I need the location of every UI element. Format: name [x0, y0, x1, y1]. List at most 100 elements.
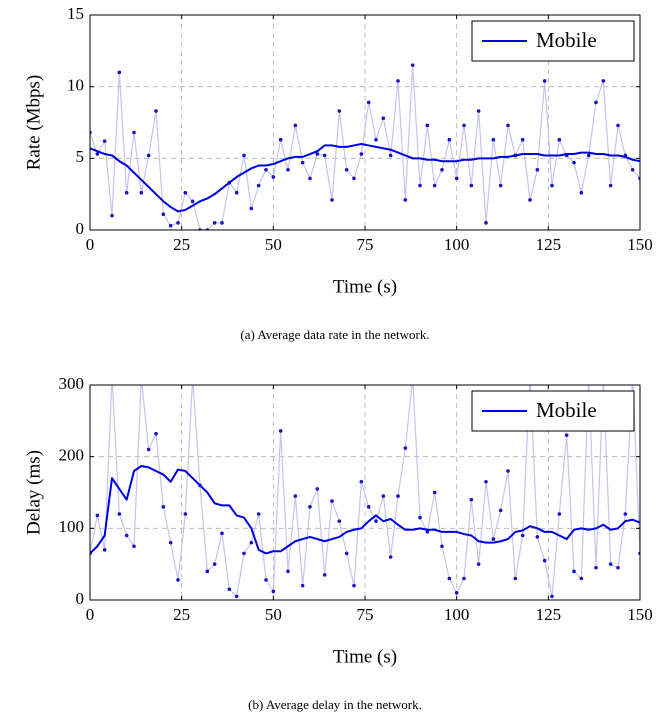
data-point — [102, 548, 107, 552]
data-point — [623, 512, 628, 516]
data-point — [293, 494, 298, 498]
data-point — [308, 505, 312, 509]
data-point — [630, 168, 635, 172]
x-tick-label: 0 — [86, 605, 95, 624]
data-point — [602, 376, 606, 380]
data-point — [366, 505, 371, 509]
data-point — [616, 123, 620, 128]
data-point — [425, 530, 430, 534]
series-line — [90, 385, 640, 598]
data-point — [418, 515, 422, 520]
y-tick-label: 300 — [59, 374, 85, 393]
data-point — [286, 168, 290, 172]
data-point — [344, 551, 349, 556]
data-point — [454, 176, 459, 181]
data-point — [183, 190, 188, 195]
data-point — [271, 175, 276, 179]
data-point — [418, 183, 422, 188]
data-point — [432, 183, 437, 188]
y-tick-label: 100 — [59, 517, 85, 536]
data-point — [410, 63, 415, 67]
x-tick-label: 100 — [444, 605, 470, 624]
data-point — [425, 123, 430, 128]
data-point — [286, 569, 290, 574]
data-point — [631, 376, 635, 380]
data-point — [117, 512, 122, 516]
data-point — [396, 79, 400, 83]
x-tick-label: 125 — [536, 605, 562, 624]
data-point — [227, 587, 232, 592]
chart: 0 25 50 75 100 125 150 0 100 200 300 Time (s) Delay … — [23, 374, 652, 712]
data-point — [454, 591, 459, 595]
data-point — [124, 190, 129, 195]
data-point — [154, 431, 158, 436]
x-tick-label: 125 — [536, 235, 562, 254]
data-point — [293, 123, 298, 128]
data-point — [469, 497, 474, 502]
data-point — [337, 519, 342, 523]
x-tick-label: 100 — [444, 235, 470, 254]
data-point — [381, 494, 386, 498]
data-point — [447, 137, 452, 142]
data-point — [572, 569, 576, 574]
y-tick-label: 5 — [76, 147, 85, 166]
data-point — [520, 533, 525, 538]
data-point — [176, 221, 180, 225]
data-point — [146, 447, 151, 452]
legend-label: Mobile — [536, 28, 597, 52]
data-point — [161, 505, 166, 509]
data-point — [322, 573, 327, 577]
data-point — [359, 152, 364, 156]
x-tick-label: 50 — [265, 605, 282, 624]
data-point — [564, 433, 569, 437]
data-point — [161, 212, 166, 217]
data-point — [506, 469, 510, 473]
data-point — [190, 199, 195, 204]
data-point — [271, 589, 276, 594]
data-point — [557, 137, 562, 142]
data-point — [139, 190, 144, 195]
data-point — [447, 576, 452, 581]
data-point — [608, 183, 613, 188]
data-point — [264, 578, 268, 582]
data-point — [102, 139, 107, 143]
data-point — [616, 565, 620, 570]
data-point — [594, 100, 598, 105]
data-point — [513, 576, 518, 581]
data-point — [396, 494, 400, 498]
data-point — [132, 130, 136, 135]
data-point — [308, 176, 312, 181]
data-point — [337, 109, 342, 113]
data-point — [469, 183, 474, 188]
series-line — [90, 64, 640, 230]
x-tick-label: 150 — [627, 235, 653, 254]
x-tick-label: 0 — [86, 235, 95, 254]
data-point — [440, 168, 444, 172]
data-point — [520, 137, 525, 142]
data-point — [242, 153, 246, 158]
data-point — [330, 499, 334, 503]
data-point — [168, 540, 173, 545]
y-tick-label: 10 — [67, 76, 84, 95]
data-point — [249, 206, 254, 211]
data-point — [132, 544, 136, 549]
data-point — [388, 555, 393, 559]
x-tick-label: 25 — [173, 605, 190, 624]
data-point — [220, 531, 224, 536]
data-point — [528, 198, 532, 202]
data-point — [498, 183, 503, 188]
data-point — [550, 183, 554, 188]
data-point — [601, 79, 606, 83]
data-point — [256, 512, 261, 516]
y-tick-label: 0 — [76, 589, 85, 608]
data-point — [542, 558, 547, 563]
y-tick-label: 200 — [59, 446, 85, 465]
data-point — [300, 583, 305, 588]
data-point — [484, 479, 488, 484]
data-point — [411, 376, 415, 380]
data-point — [330, 198, 334, 202]
plot-area — [90, 63, 640, 230]
data-point — [183, 512, 188, 516]
data-point — [535, 535, 540, 539]
